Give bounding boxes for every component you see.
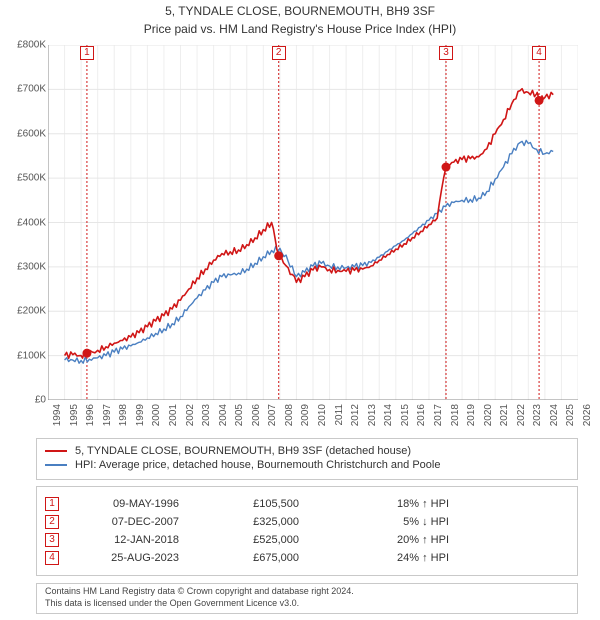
legend-swatch-property — [45, 450, 67, 452]
x-tick-label: 2005 — [234, 404, 245, 434]
x-tick-label: 2017 — [433, 404, 444, 434]
x-tick-label: 2022 — [516, 404, 527, 434]
sale-marker-3: 3 — [439, 46, 453, 60]
x-tick-label: 2016 — [416, 404, 427, 434]
table-row: 4 25-AUG-2023 £675,000 24% ↑ HPI — [45, 551, 569, 565]
table-date: 25-AUG-2023 — [69, 552, 179, 564]
x-tick-label: 2020 — [483, 404, 494, 434]
table-marker: 1 — [45, 497, 59, 511]
x-tick-label: 2003 — [201, 404, 212, 434]
plot-area — [48, 45, 578, 400]
x-tick-label: 2014 — [383, 404, 394, 434]
x-tick-label: 2013 — [367, 404, 378, 434]
table-price: £325,000 — [189, 516, 299, 528]
chart-container: 5, TYNDALE CLOSE, BOURNEMOUTH, BH9 3SF P… — [0, 0, 600, 620]
x-tick-label: 1997 — [102, 404, 113, 434]
legend-swatch-hpi — [45, 464, 67, 466]
x-tick-label: 2000 — [151, 404, 162, 434]
x-tick-label: 2023 — [532, 404, 543, 434]
x-tick-label: 2006 — [251, 404, 262, 434]
x-tick-label: 2011 — [334, 404, 345, 434]
sale-marker-2: 2 — [272, 46, 286, 60]
x-tick-label: 2015 — [400, 404, 411, 434]
x-tick-label: 1994 — [52, 404, 63, 434]
attribution-line1: Contains HM Land Registry data © Crown c… — [45, 586, 569, 598]
legend: 5, TYNDALE CLOSE, BOURNEMOUTH, BH9 3SF (… — [36, 438, 578, 480]
y-tick-label: £300K — [2, 261, 46, 272]
table-row: 1 09-MAY-1996 £105,500 18% ↑ HPI — [45, 497, 569, 511]
table-pct: 5% ↓ HPI — [309, 516, 449, 528]
table-date: 12-JAN-2018 — [69, 534, 179, 546]
y-tick-label: £100K — [2, 350, 46, 361]
x-tick-label: 2021 — [499, 404, 510, 434]
chart-title-subtitle: Price paid vs. HM Land Registry's House … — [0, 22, 600, 36]
table-pct: 20% ↑ HPI — [309, 534, 449, 546]
y-tick-label: £700K — [2, 84, 46, 95]
x-tick-label: 2010 — [317, 404, 328, 434]
y-tick-label: £800K — [2, 40, 46, 51]
table-price: £525,000 — [189, 534, 299, 546]
table-marker: 4 — [45, 551, 59, 565]
x-tick-label: 2024 — [549, 404, 560, 434]
legend-item-property: 5, TYNDALE CLOSE, BOURNEMOUTH, BH9 3SF (… — [45, 445, 569, 457]
x-tick-label: 2001 — [168, 404, 179, 434]
x-tick-label: 2019 — [466, 404, 477, 434]
x-tick-label: 1999 — [135, 404, 146, 434]
table-price: £105,500 — [189, 498, 299, 510]
y-tick-label: £0 — [2, 395, 46, 406]
x-tick-label: 1998 — [118, 404, 129, 434]
table-marker: 2 — [45, 515, 59, 529]
table-date: 07-DEC-2007 — [69, 516, 179, 528]
x-tick-label: 2009 — [300, 404, 311, 434]
x-tick-label: 2012 — [350, 404, 361, 434]
y-tick-label: £200K — [2, 306, 46, 317]
y-tick-label: £400K — [2, 217, 46, 228]
sales-table: 1 09-MAY-1996 £105,500 18% ↑ HPI 2 07-DEC-200… — [36, 486, 578, 576]
y-tick-label: £600K — [2, 128, 46, 139]
legend-label-hpi: HPI: Average price, detached house, Bour… — [75, 459, 440, 471]
table-marker: 3 — [45, 533, 59, 547]
x-tick-label: 1995 — [69, 404, 80, 434]
x-tick-label: 2002 — [185, 404, 196, 434]
attribution-line2: This data is licensed under the Open Gov… — [45, 598, 569, 610]
sale-marker-1: 1 — [80, 46, 94, 60]
table-date: 09-MAY-1996 — [69, 498, 179, 510]
x-tick-label: 1996 — [85, 404, 96, 434]
legend-item-hpi: HPI: Average price, detached house, Bour… — [45, 459, 569, 471]
table-price: £675,000 — [189, 552, 299, 564]
table-pct: 18% ↑ HPI — [309, 498, 449, 510]
x-tick-label: 2026 — [582, 404, 593, 434]
attribution: Contains HM Land Registry data © Crown c… — [36, 583, 578, 614]
table-row: 3 12-JAN-2018 £525,000 20% ↑ HPI — [45, 533, 569, 547]
x-tick-label: 2008 — [284, 404, 295, 434]
chart-title-address: 5, TYNDALE CLOSE, BOURNEMOUTH, BH9 3SF — [0, 4, 600, 18]
table-pct: 24% ↑ HPI — [309, 552, 449, 564]
legend-label-property: 5, TYNDALE CLOSE, BOURNEMOUTH, BH9 3SF (… — [75, 445, 411, 457]
sale-marker-4: 4 — [532, 46, 546, 60]
x-tick-label: 2004 — [218, 404, 229, 434]
x-tick-label: 2007 — [267, 404, 278, 434]
table-row: 2 07-DEC-2007 £325,000 5% ↓ HPI — [45, 515, 569, 529]
plot-svg — [48, 45, 578, 400]
x-tick-label: 2025 — [565, 404, 576, 434]
y-tick-label: £500K — [2, 173, 46, 184]
x-tick-label: 2018 — [450, 404, 461, 434]
